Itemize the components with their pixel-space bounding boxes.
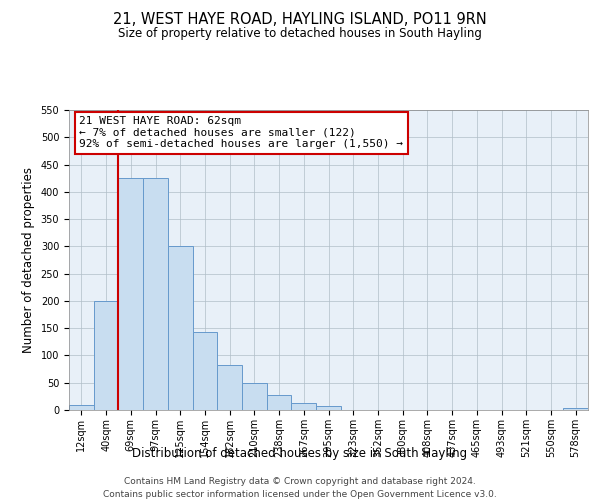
Text: Contains HM Land Registry data © Crown copyright and database right 2024.: Contains HM Land Registry data © Crown c… [124, 478, 476, 486]
Text: Size of property relative to detached houses in South Hayling: Size of property relative to detached ho… [118, 28, 482, 40]
Bar [316, 406, 341, 410]
Text: 21 WEST HAYE ROAD: 62sqm
← 7% of detached houses are smaller (122)
92% of semi-d: 21 WEST HAYE ROAD: 62sqm ← 7% of detache… [79, 116, 403, 149]
Bar [118, 178, 143, 410]
Bar [168, 246, 193, 410]
Bar [217, 366, 242, 410]
Text: Distribution of detached houses by size in South Hayling: Distribution of detached houses by size … [133, 448, 467, 460]
Bar [267, 396, 292, 410]
Bar [292, 403, 316, 410]
Bar [94, 301, 118, 410]
Bar [193, 332, 217, 410]
Bar [242, 382, 267, 410]
Text: Contains public sector information licensed under the Open Government Licence v3: Contains public sector information licen… [103, 490, 497, 499]
Bar [69, 404, 94, 410]
Bar [143, 178, 168, 410]
Bar [563, 408, 588, 410]
Y-axis label: Number of detached properties: Number of detached properties [22, 167, 35, 353]
Text: 21, WEST HAYE ROAD, HAYLING ISLAND, PO11 9RN: 21, WEST HAYE ROAD, HAYLING ISLAND, PO11… [113, 12, 487, 28]
